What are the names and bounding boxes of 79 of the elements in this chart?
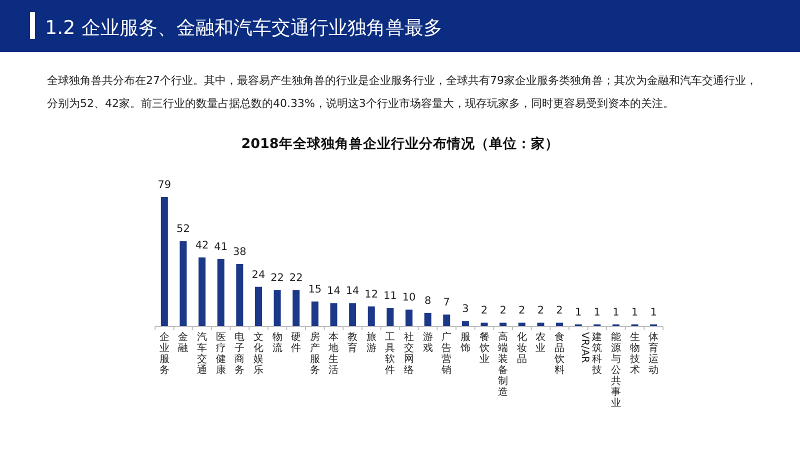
bar (311, 302, 318, 326)
x-tick-label: 农业 (536, 332, 546, 354)
data-label: 24 (252, 268, 266, 281)
data-label: 41 (214, 241, 228, 254)
bar (254, 286, 262, 326)
data-label: 7 (443, 296, 450, 309)
x-tick-label: 金融 (178, 331, 188, 354)
data-label: 1 (594, 306, 600, 318)
bar (198, 257, 206, 326)
bar (160, 197, 168, 326)
bar (556, 322, 564, 326)
data-label: 1 (631, 306, 638, 318)
data-label: 2 (500, 304, 506, 317)
x-tick-label: 餐饮业 (478, 331, 490, 365)
bar (180, 241, 187, 326)
bar (406, 310, 412, 326)
data-label: 1 (574, 306, 582, 318)
x-tick-label: 硬件 (291, 332, 302, 354)
x-tick-label: 旅游 (366, 331, 376, 354)
data-label: 79 (158, 179, 172, 191)
text: 1.2 企业服务、金融和汽车交通行业独角兽最多 (45, 17, 442, 39)
bar (386, 308, 394, 326)
bar (236, 264, 244, 326)
bar (330, 303, 338, 326)
x-tick-label: 体育运动 (648, 331, 659, 376)
bar (349, 303, 356, 326)
data-label: 3 (462, 303, 469, 316)
bar (537, 322, 544, 326)
x-tick-label: 游戏 (422, 331, 433, 354)
data-label: 38 (232, 246, 246, 258)
data-label: 52 (176, 223, 190, 236)
x-tick-label: 物流 (272, 332, 282, 354)
x-tick-label: 汽车交通 (197, 331, 208, 376)
text: 全球独角兽共分布在27个行业。其中，最容易产生独角兽的行业是企业服务行业，全球共有79家企业服务类独角兽；其次为金融和汽车交通行业，分别为52、42家。前三行业的数量占据总数的40.33%，说明这3个行业市场容量大，现存玩家多，同时更容易受到资本的关注。 (47, 74, 757, 110)
bar (480, 322, 488, 326)
bar (500, 322, 507, 326)
data-label: 2 (556, 304, 563, 317)
bar (462, 321, 469, 326)
x-tick-label: 广告营销 (440, 331, 452, 376)
bar (443, 314, 450, 326)
bar (292, 290, 300, 326)
data-label: 22 (270, 272, 284, 284)
data-label: 8 (424, 294, 432, 307)
data-label: 11 (384, 290, 397, 302)
x-tick-label: 高端装备制造 (498, 331, 508, 398)
data-label: 2 (480, 304, 488, 317)
x-tick-label: 能源与公共事业 (610, 331, 621, 409)
x-tick-label: 建筑科技 (591, 331, 602, 376)
data-label: 1 (612, 306, 620, 318)
data-label: 10 (402, 292, 416, 304)
x-tick-label: 教育 (348, 332, 358, 354)
chart-title: 2018年全球独角兽企业行业分布情况（单位：家） (241, 135, 559, 152)
bar (274, 290, 281, 326)
x-tick-label: 医疗健康 (216, 332, 226, 376)
data-label: 22 (289, 272, 303, 284)
data-label: 2 (518, 304, 526, 317)
x-tick-label: 社交网络 (404, 331, 414, 376)
data-label: 12 (364, 288, 378, 300)
x-tick-label: 服饰 (459, 332, 470, 354)
x-tick-label: 本地生活 (328, 331, 339, 376)
data-label: 1 (650, 306, 657, 318)
x-tick-label: 食品饮料 (554, 331, 565, 376)
x-tick-label: 化妆品 (516, 331, 527, 365)
x-tick-label: 房产服务 (310, 331, 320, 376)
x-tick-label: 电子商务 (234, 331, 245, 376)
x-tick-label: 生物技术 (628, 331, 640, 376)
bar (518, 322, 526, 326)
data-label: 2 (537, 304, 544, 317)
x-tick-label: 企业服务 (159, 331, 170, 376)
x-tick-label: VR/AR (578, 332, 590, 363)
data-label: 15 (308, 284, 322, 296)
bar (424, 312, 432, 326)
x-tick-label: 工具软件 (385, 332, 396, 376)
x-tick-label: 文化娱乐 (253, 331, 264, 376)
data-label: 14 (346, 285, 360, 298)
data-label: 42 (195, 239, 209, 252)
bar (368, 306, 375, 326)
data-label: 14 (327, 285, 341, 298)
bar (217, 259, 224, 326)
